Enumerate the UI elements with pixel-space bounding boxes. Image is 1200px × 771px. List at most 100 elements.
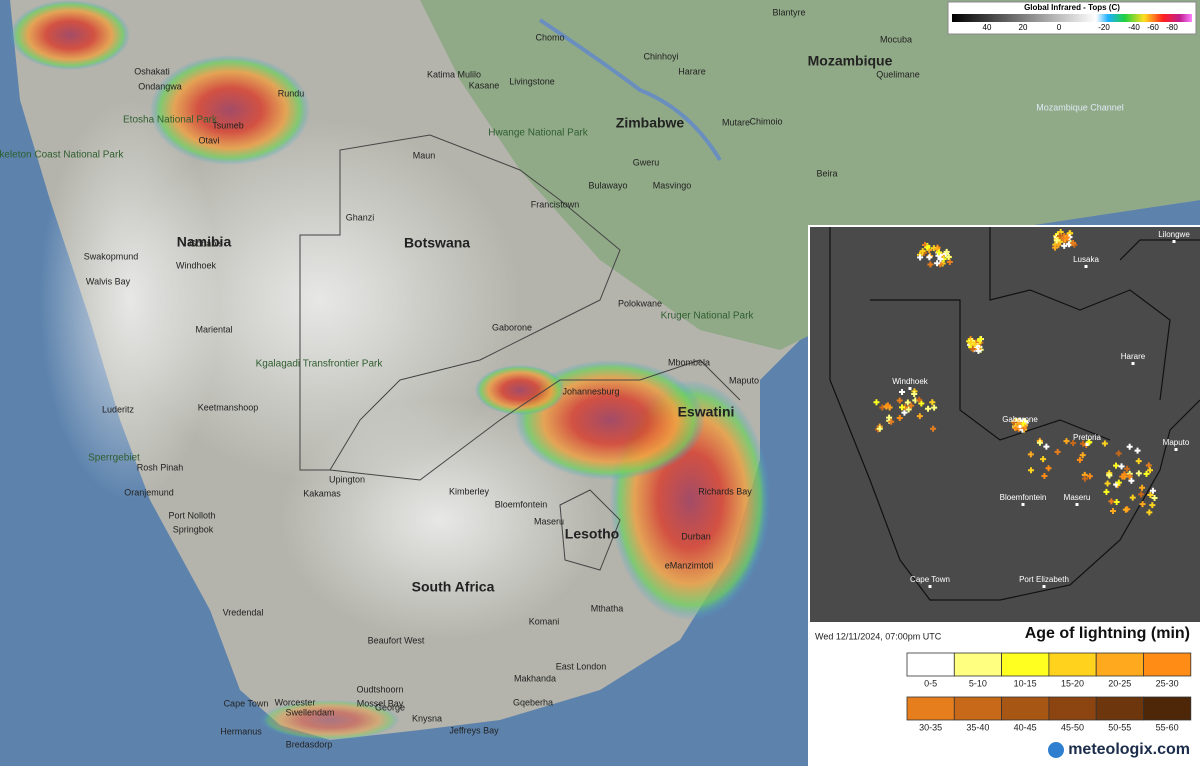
lightning-stroke bbox=[1079, 440, 1086, 447]
legend-swatch bbox=[953, 652, 1002, 677]
country-label: Botswana bbox=[404, 235, 470, 251]
legend-label: 30-35 bbox=[919, 722, 942, 732]
city-dot bbox=[928, 585, 932, 588]
lightning-stroke bbox=[911, 390, 918, 397]
city-label: Ondangwa bbox=[138, 81, 182, 91]
border bbox=[299, 134, 621, 471]
storm bbox=[150, 55, 310, 165]
lightning-stroke bbox=[876, 425, 883, 432]
colorbar-tick-label: 40 bbox=[983, 23, 992, 32]
city-label: Swakopmund bbox=[84, 251, 139, 261]
lightning-stroke bbox=[1043, 443, 1050, 450]
city-label: Vredendal bbox=[223, 607, 264, 617]
legend-label: 15-20 bbox=[1061, 678, 1084, 688]
city-label: Keetmanshoop bbox=[198, 402, 259, 412]
lightning-stroke bbox=[1028, 467, 1035, 474]
lightning-stroke bbox=[1118, 463, 1125, 470]
lightning-stroke bbox=[905, 406, 912, 413]
sea-label: Mozambique Channel bbox=[1036, 102, 1124, 112]
city-label: Harare bbox=[678, 66, 706, 76]
legend-swatch bbox=[906, 652, 955, 677]
lightning-stroke bbox=[896, 414, 903, 421]
city-label: Makhanda bbox=[514, 673, 556, 683]
lightning-stroke bbox=[926, 254, 933, 261]
park-label: Sperrgebiet bbox=[88, 453, 140, 464]
legend-label: 20-25 bbox=[1108, 678, 1131, 688]
lightning-stroke bbox=[1070, 440, 1077, 447]
city-label: Durban bbox=[681, 531, 711, 541]
infrared-legend-title: Global Infrared - Tops (C) bbox=[1024, 3, 1120, 12]
city-label: Cape Town bbox=[224, 698, 269, 708]
city-label: Johannesburg bbox=[562, 386, 619, 396]
lightning-stroke bbox=[929, 399, 936, 406]
colorbar-tick-label: -40 bbox=[1128, 23, 1140, 32]
legend-swatch bbox=[1095, 652, 1144, 677]
lightning-stroke bbox=[1076, 456, 1083, 463]
legend-swatch bbox=[1143, 652, 1192, 677]
city-label: Springbok bbox=[173, 524, 214, 534]
lightning-stroke bbox=[1145, 462, 1152, 469]
city-dot bbox=[1042, 585, 1046, 588]
city-label: Mutare bbox=[722, 117, 750, 127]
lightning-stroke bbox=[1086, 473, 1093, 480]
city-label: Mariental bbox=[195, 324, 232, 334]
inset-city-label: Pretoria bbox=[1073, 433, 1102, 442]
city-label: Knysna bbox=[412, 713, 442, 723]
logo-icon bbox=[1048, 742, 1064, 758]
lightning-stroke bbox=[1101, 440, 1108, 447]
city-label: Bloemfontein bbox=[495, 499, 548, 509]
legend-swatch bbox=[1143, 696, 1192, 721]
country-label: Mozambique bbox=[808, 53, 893, 69]
lightning-stroke bbox=[937, 256, 944, 263]
lightning-stroke bbox=[1139, 484, 1146, 491]
lightning-stroke bbox=[1052, 244, 1059, 251]
city-label: Gqeberha bbox=[513, 697, 553, 707]
city-dot bbox=[1084, 265, 1088, 268]
lightning-stroke bbox=[1139, 501, 1146, 508]
storm bbox=[475, 365, 565, 415]
border bbox=[329, 359, 741, 481]
city-dot bbox=[1085, 443, 1089, 446]
city-label: Livingstone bbox=[509, 76, 555, 86]
lightning-stroke bbox=[908, 402, 915, 409]
city-label: East London bbox=[556, 661, 607, 671]
city-label: Port Nolloth bbox=[168, 510, 215, 520]
lightning-stroke bbox=[1061, 242, 1068, 249]
park-label: Kruger National Park bbox=[661, 311, 755, 322]
city-label: Bredasdorp bbox=[286, 739, 333, 749]
lightning-stroke bbox=[884, 402, 891, 409]
lightning-stroke bbox=[975, 347, 982, 354]
storm bbox=[10, 0, 130, 70]
city-dot bbox=[1172, 240, 1176, 243]
lake bbox=[538, 18, 722, 162]
storm bbox=[260, 700, 400, 740]
city-dot bbox=[1018, 425, 1022, 428]
lightning-stroke bbox=[925, 405, 932, 412]
city-label: Maseru bbox=[534, 516, 564, 526]
lightning-stroke bbox=[1079, 452, 1086, 459]
park-label: Etosha National Park bbox=[123, 115, 218, 126]
country-label: Zimbabwe bbox=[616, 115, 685, 131]
park-label: Skeleton Coast National Park bbox=[0, 150, 124, 161]
legend-label: 45-50 bbox=[1061, 722, 1084, 732]
city-label: Ghanzi bbox=[346, 212, 375, 222]
lightning-stroke bbox=[899, 388, 906, 395]
lightning-stroke bbox=[1085, 439, 1092, 446]
legend-label: 10-15 bbox=[1014, 678, 1037, 688]
legend-swatch bbox=[1001, 696, 1050, 721]
lightning-stroke bbox=[1135, 470, 1142, 477]
lightning-stroke bbox=[945, 253, 952, 260]
legend-swatch bbox=[1001, 652, 1050, 677]
city-label: Oudtshoorn bbox=[356, 684, 403, 694]
city-label: Hermanus bbox=[220, 726, 262, 736]
lightning-stroke bbox=[927, 261, 934, 268]
city-label: Francistown bbox=[531, 199, 580, 209]
lightning-stroke bbox=[1143, 470, 1150, 477]
city-dot bbox=[1131, 362, 1135, 365]
city-label: Richards Bay bbox=[698, 486, 752, 496]
inset-city-label: Lusaka bbox=[1073, 255, 1099, 264]
legend-label: 25-30 bbox=[1156, 678, 1179, 688]
legend-label: 0-5 bbox=[924, 678, 937, 688]
lightning-legend-title: Age of lightning (min) bbox=[1025, 625, 1190, 642]
